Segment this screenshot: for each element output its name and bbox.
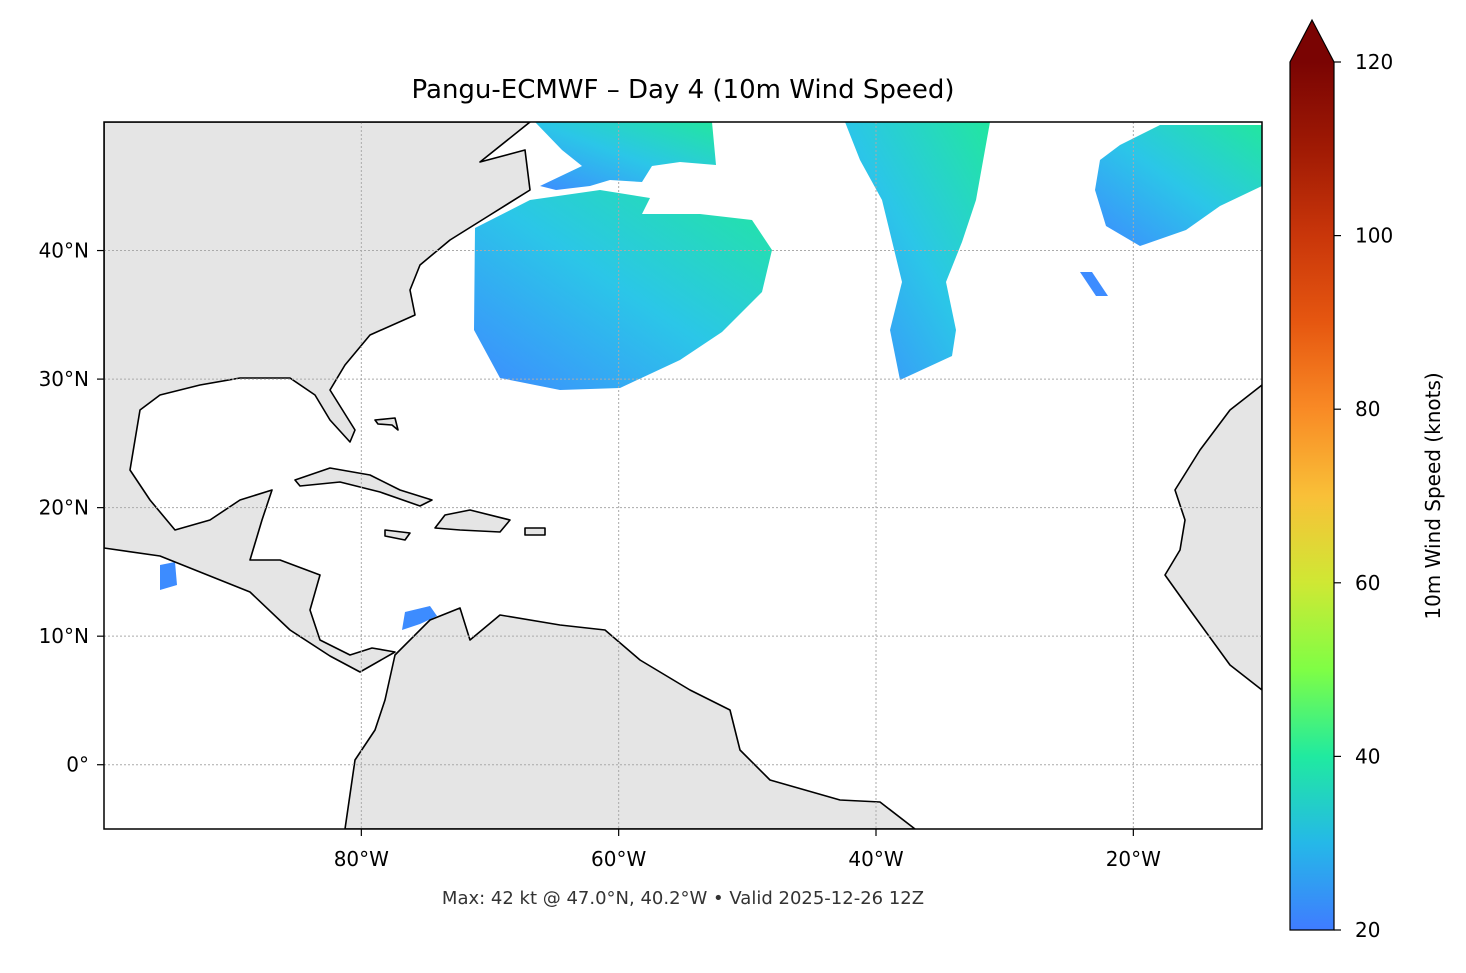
x-tick-label: 60°W — [591, 847, 646, 871]
wind-area — [474, 190, 772, 390]
colorbar-tick-label: 20 — [1355, 918, 1380, 942]
footer-note: Max: 42 kt @ 47.0°N, 40.2°W • Valid 2025… — [442, 888, 924, 909]
colorbar-tick-label: 40 — [1355, 744, 1380, 768]
colorbar-fill — [1290, 62, 1334, 930]
x-tick-label: 40°W — [848, 847, 903, 871]
wind-area — [160, 562, 177, 590]
colorbar-tick-label: 80 — [1355, 397, 1380, 421]
x-tick-label: 80°W — [334, 847, 389, 871]
map-frame — [103, 121, 1263, 830]
map-area — [104, 122, 1262, 829]
y-tick-label: 0° — [66, 753, 89, 777]
colorbar-tick-label: 60 — [1355, 571, 1380, 595]
graticule — [104, 122, 1262, 829]
colorbar: 10m Wind Speed (knots) 20 40 60 80 100 120 — [1289, 18, 1445, 942]
jamaica — [384, 529, 411, 541]
colorbar-frame — [1289, 18, 1335, 931]
colorbar-tick-label: 100 — [1355, 224, 1393, 248]
cuba — [294, 467, 433, 507]
south-america — [344, 607, 916, 829]
north-america — [104, 122, 531, 673]
map-title: Pangu-ECMWF – Day 4 (10m Wind Speed) — [412, 75, 955, 105]
puerto-rico — [524, 527, 546, 536]
colorbar-label: 10m Wind Speed (knots) — [1421, 372, 1445, 619]
colorbar-tick-label: 120 — [1355, 50, 1393, 74]
x-tick-label: 20°W — [1106, 847, 1161, 871]
y-tick-label: 40°N — [39, 239, 89, 263]
y-tick-label: 10°N — [39, 624, 89, 648]
y-tick-label: 30°N — [39, 367, 89, 391]
bahamas — [374, 417, 399, 431]
hispaniola — [434, 509, 511, 533]
wind-area — [1080, 272, 1108, 296]
africa — [1164, 384, 1262, 691]
y-tick-label: 20°N — [39, 496, 89, 520]
coastlines — [104, 122, 1262, 829]
wind-area — [1095, 125, 1262, 246]
colorbar-extend — [1290, 20, 1334, 62]
wind-area — [535, 122, 716, 190]
wind-area — [402, 606, 437, 630]
